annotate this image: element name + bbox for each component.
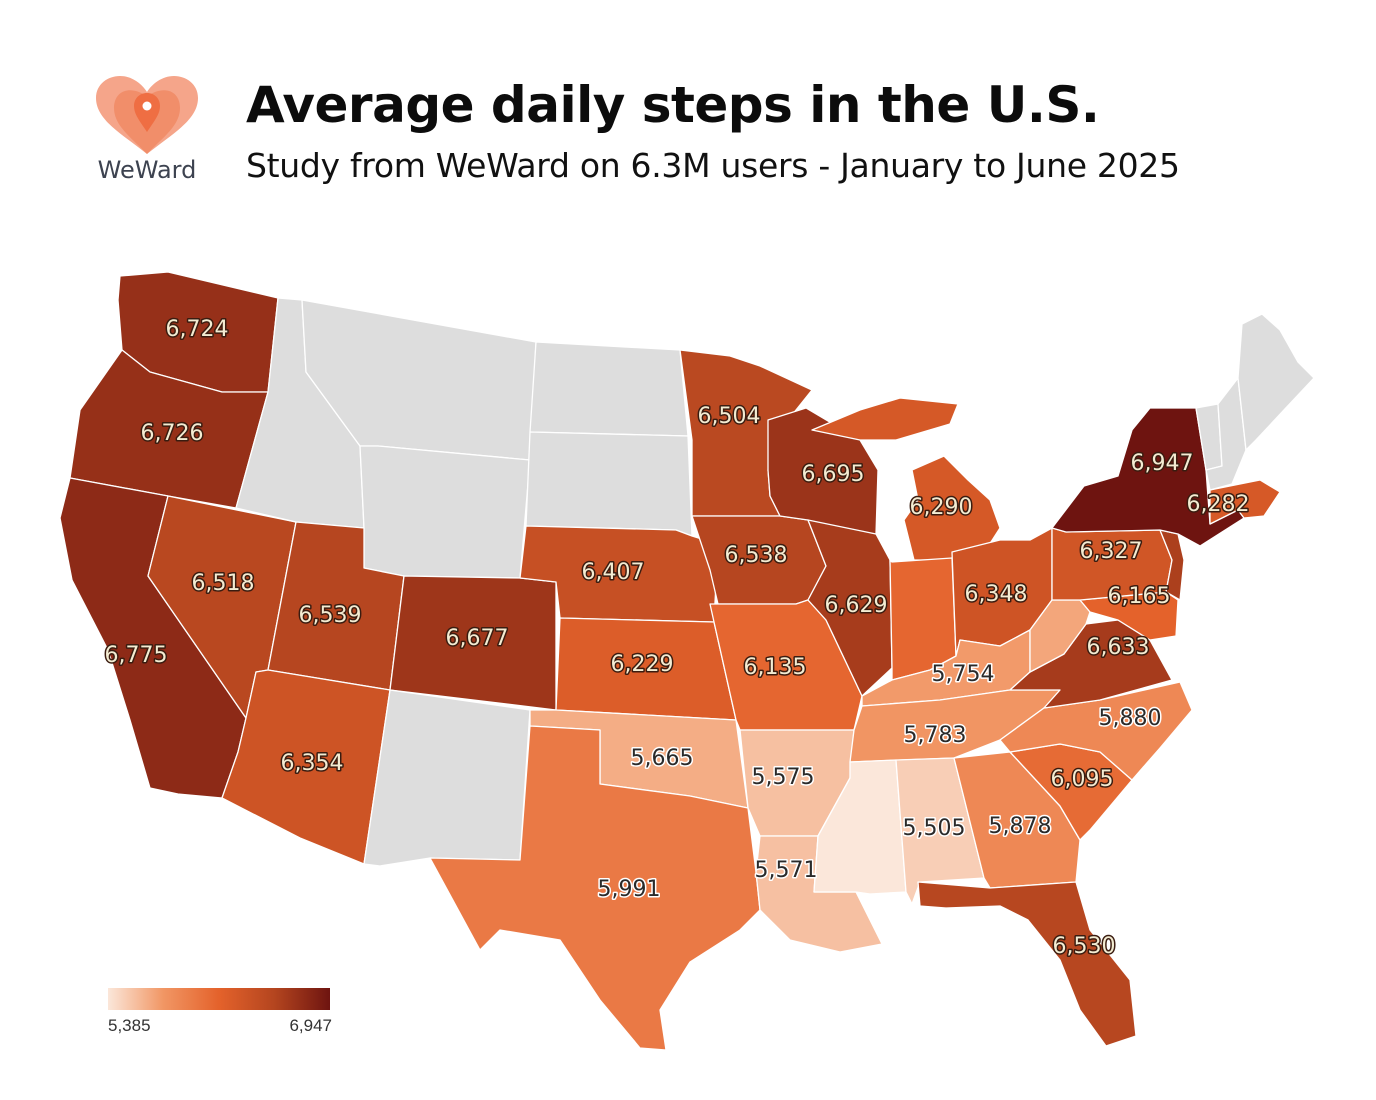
state-label-wa: 6,724 xyxy=(166,317,229,342)
state-label-ga: 5,878 xyxy=(989,814,1052,839)
state-mi-upper[interactable] xyxy=(811,397,959,441)
state-label-fl: 6,530 xyxy=(1053,934,1116,959)
state-mo[interactable] xyxy=(709,599,863,731)
state-fl[interactable] xyxy=(917,881,1137,1047)
state-label-ky: 5,754 xyxy=(932,662,995,687)
state-nm[interactable] xyxy=(363,689,531,867)
state-label-ne: 6,407 xyxy=(582,560,645,585)
state-sd[interactable] xyxy=(525,431,693,537)
state-label-tx: 5,991 xyxy=(598,877,661,902)
state-label-ia: 6,538 xyxy=(725,543,788,568)
state-label-mi: 6,290 xyxy=(910,495,973,520)
state-wy[interactable] xyxy=(359,445,531,579)
state-label-ny: 6,947 xyxy=(1131,451,1194,476)
state-label-az: 6,354 xyxy=(281,751,344,776)
page-title: Average daily steps in the U.S. xyxy=(246,76,1100,134)
state-label-md: 6,165 xyxy=(1108,584,1171,609)
state-label-tn: 5,783 xyxy=(904,723,967,748)
state-value-labels: 6,724 6,726 6,775 6,518 6,539 6,354 6,677 6,407… xyxy=(103,316,1251,961)
legend-max-label: 6,947 xyxy=(289,1016,332,1035)
state-label-al: 5,505 xyxy=(903,816,966,841)
state-label-ar: 5,575 xyxy=(752,765,815,790)
state-label-pa: 6,327 xyxy=(1080,539,1143,564)
state-label-va: 6,633 xyxy=(1087,635,1150,660)
state-label-nv: 6,518 xyxy=(192,571,255,596)
state-label-wi: 6,695 xyxy=(802,462,865,487)
legend-min-label: 5,385 xyxy=(108,1016,151,1035)
legend-gradient-bar xyxy=(108,988,330,1010)
color-legend: 5,385 6,947 xyxy=(108,988,332,1036)
weward-logo: WeWard xyxy=(88,76,208,186)
state-label-mn: 6,504 xyxy=(698,404,761,429)
state-label-ut: 6,539 xyxy=(299,603,362,628)
state-label-or: 6,726 xyxy=(141,421,204,446)
state-label-ca: 6,775 xyxy=(105,643,168,668)
page-subtitle: Study from WeWard on 6.3M users - Januar… xyxy=(246,146,1180,185)
state-label-la: 5,571 xyxy=(755,858,818,883)
state-ma[interactable] xyxy=(1209,479,1281,525)
state-label-il: 6,629 xyxy=(825,593,888,618)
state-label-mo: 6,135 xyxy=(744,655,807,680)
brand-name: WeWard xyxy=(97,156,197,184)
state-label-nc: 5,880 xyxy=(1099,706,1162,731)
state-tx[interactable] xyxy=(429,725,761,1051)
heart-pin-icon xyxy=(96,76,198,154)
state-co[interactable] xyxy=(389,575,557,711)
state-label-ma: 6,282 xyxy=(1187,492,1250,517)
state-label-oh: 6,348 xyxy=(965,582,1028,607)
state-label-ks: 6,229 xyxy=(611,652,674,677)
state-nd[interactable] xyxy=(529,341,689,437)
state-label-ok: 5,665 xyxy=(631,746,694,771)
state-label-sc: 6,095 xyxy=(1051,767,1114,792)
state-label-co: 6,677 xyxy=(446,626,509,651)
header: WeWard Average daily steps in the U.S. S… xyxy=(0,0,1376,210)
state-me[interactable] xyxy=(1237,313,1315,451)
